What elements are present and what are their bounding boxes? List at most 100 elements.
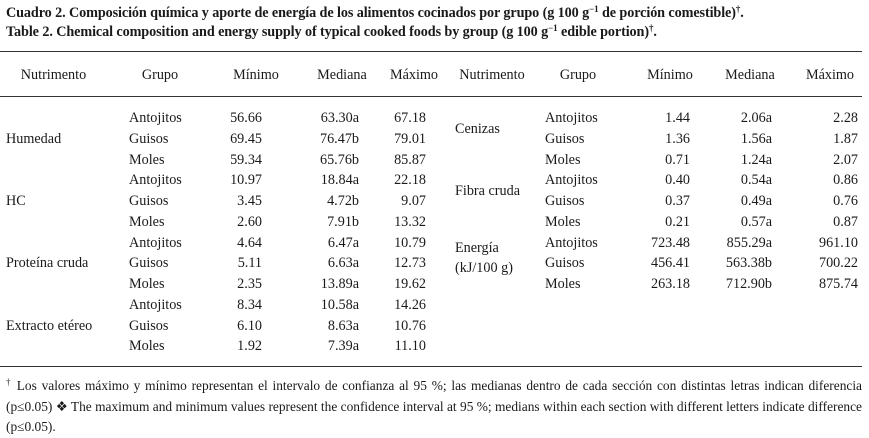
mediana-cell: 6.47a — [327, 234, 359, 251]
minimo-cell: 1.92 — [237, 338, 262, 355]
grupo-cell: Guisos — [545, 255, 585, 272]
mediana-cell: 0.54a — [740, 172, 772, 189]
mediana-cell: 712.90b — [725, 276, 772, 292]
mediana-cell: 6.63a — [327, 255, 359, 272]
minimo-cell: 723.48 — [650, 234, 690, 251]
minimo-cell: 59.34 — [230, 151, 262, 168]
mediana-cell: 63.30a — [320, 110, 359, 126]
minimo-cell: 10.97 — [230, 172, 262, 189]
grupo-cell: Moles — [545, 276, 581, 292]
mediana-cell: 7.91b — [327, 213, 359, 230]
grupo-cell: Antojitos — [545, 234, 598, 251]
grupo-cell: Moles — [129, 338, 165, 355]
nutrient-label: Energía — [455, 239, 499, 256]
mediana-cell: 2.06a — [740, 110, 772, 126]
mediana-cell: 0.49a — [740, 193, 772, 209]
grupo-cell: Guisos — [545, 130, 585, 147]
mediana-cell: 4.72b — [327, 193, 359, 209]
header-bottom-rule — [0, 96, 862, 97]
grupo-cell: Guisos — [129, 130, 169, 147]
column-header: Mediana — [317, 67, 367, 83]
maximo-cell: 85.87 — [394, 151, 426, 168]
grupo-cell: Guisos — [545, 193, 585, 209]
mediana-cell: 13.89a — [320, 276, 359, 292]
column-header: Mediana — [725, 67, 775, 83]
maximo-cell: 14.26 — [394, 296, 426, 313]
grupo-cell: Antojitos — [545, 110, 598, 126]
mediana-cell: 0.57a — [740, 213, 772, 230]
column-header: Mínimo — [647, 67, 693, 83]
minimo-cell: 2.35 — [237, 276, 262, 292]
maximo-cell: 1.87 — [833, 130, 858, 147]
minimo-cell: 1.44 — [665, 110, 690, 126]
table-bottom-rule — [0, 366, 862, 367]
column-header: Grupo — [141, 67, 179, 83]
minimo-cell: 5.11 — [237, 255, 262, 272]
column-header: Mínimo — [233, 67, 279, 83]
maximo-cell: 12.73 — [394, 255, 426, 272]
minimo-cell: 456.41 — [650, 255, 690, 272]
grupo-cell: Antojitos — [129, 172, 182, 189]
minimo-cell: 69.45 — [230, 130, 262, 147]
maximo-cell: 13.32 — [394, 213, 426, 230]
minimo-cell: 56.66 — [230, 110, 262, 126]
minimo-cell: 0.37 — [665, 193, 690, 209]
minimo-cell: 8.34 — [237, 296, 262, 313]
grupo-cell: Moles — [129, 276, 165, 292]
grupo-cell: Guisos — [129, 255, 169, 272]
mediana-cell: 7.39a — [327, 338, 359, 355]
caption-english: Table 2. Chemical composition and energy… — [6, 23, 657, 40]
maximo-cell: 11.10 — [394, 338, 426, 355]
minimo-cell: 2.60 — [237, 213, 262, 230]
nutrient-label: Proteína cruda — [6, 255, 89, 272]
maximo-cell: 10.79 — [394, 234, 426, 251]
maximo-cell: 875.74 — [818, 276, 858, 292]
minimo-cell: 0.40 — [665, 172, 690, 189]
nutrient-label: HC — [6, 193, 26, 209]
column-header: Grupo — [559, 67, 597, 83]
maximo-cell: 0.76 — [833, 193, 858, 209]
maximo-cell: 79.01 — [394, 130, 426, 147]
nutrient-label: Fibra cruda — [455, 183, 521, 199]
mediana-cell: 1.56a — [740, 130, 772, 147]
maximo-cell: 67.18 — [394, 110, 426, 126]
grupo-cell: Guisos — [129, 193, 169, 209]
maximo-cell: 22.18 — [394, 172, 426, 189]
mediana-cell: 1.24a — [740, 151, 772, 168]
maximo-cell: 2.28 — [833, 110, 858, 126]
column-header: Nutrimento — [459, 67, 525, 83]
footnote: † Los valores máximo y mínimo representa… — [6, 377, 863, 434]
column-header: Nutrimento — [20, 67, 87, 83]
maximo-cell: 10.76 — [394, 317, 426, 334]
grupo-cell: Guisos — [129, 317, 169, 334]
nutrient-unit-label: (kJ/100 g) — [455, 259, 513, 276]
column-header: Máximo — [389, 67, 439, 83]
maximo-cell: 700.22 — [818, 255, 858, 272]
grupo-cell: Moles — [545, 213, 581, 230]
grupo-cell: Moles — [129, 151, 165, 168]
caption-spanish: Cuadro 2. Composición química y aporte d… — [6, 4, 744, 21]
mediana-cell: 855.29a — [726, 234, 772, 251]
minimo-cell: 3.45 — [237, 193, 262, 209]
minimo-cell: 0.71 — [665, 151, 690, 168]
grupo-cell: Moles — [545, 151, 581, 168]
maximo-cell: 9.07 — [401, 193, 426, 209]
nutrient-label: Humedad — [6, 130, 62, 147]
mediana-cell: 563.38b — [725, 255, 772, 272]
maximo-cell: 19.62 — [394, 276, 426, 292]
mediana-cell: 8.63a — [327, 317, 359, 334]
minimo-cell: 6.10 — [237, 317, 262, 334]
maximo-cell: 2.07 — [833, 151, 858, 168]
grupo-cell: Antojitos — [129, 110, 182, 126]
mediana-cell: 18.84a — [320, 172, 359, 189]
maximo-cell: 0.86 — [833, 172, 858, 189]
grupo-cell: Antojitos — [545, 172, 598, 189]
column-header: Máximo — [805, 67, 855, 83]
grupo-cell: Antojitos — [129, 296, 182, 313]
grupo-cell: Antojitos — [129, 234, 182, 251]
mediana-cell: 76.47b — [319, 130, 359, 147]
grupo-cell: Moles — [129, 213, 165, 230]
minimo-cell: 4.64 — [237, 234, 262, 251]
mediana-cell: 10.58a — [320, 296, 359, 313]
maximo-cell: 0.87 — [833, 213, 858, 230]
